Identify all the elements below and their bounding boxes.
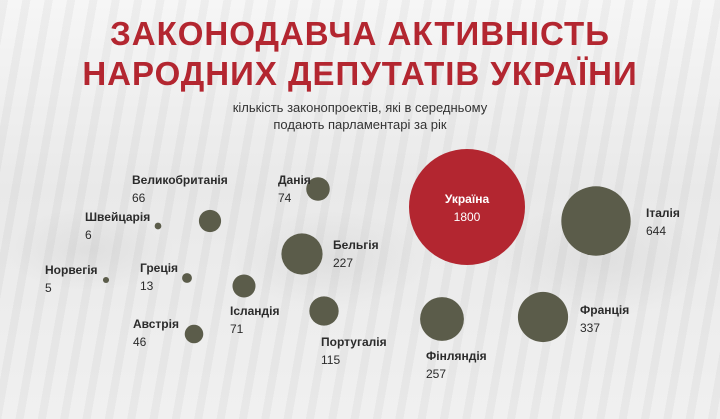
value-label: 46 (133, 335, 147, 349)
bubble-mark (102, 276, 110, 284)
page-title-line2: НАРОДНИХ ДЕПУТАТІВ УКРАЇНИ (82, 55, 638, 92)
bubble-group: Португалія 115 (309, 296, 387, 367)
bubble-mark (561, 186, 631, 256)
bubble-group: Італія 644 (561, 186, 680, 256)
country-label: Ісландія (230, 304, 280, 318)
page-title-line1: ЗАКОНОДАВЧА АКТИВНІСТЬ (110, 15, 610, 52)
value-label: 1800 (454, 210, 481, 224)
bubble-group: Фінляндія 257 (420, 297, 487, 381)
chart-subtitle: кількість законопроектів, які в середньо… (0, 99, 720, 133)
bubble-group: Ісландія 71 (230, 274, 280, 336)
value-label: 6 (85, 228, 92, 242)
bubble-mark (281, 233, 323, 275)
country-label: Португалія (321, 335, 387, 349)
bubble-mark (306, 177, 330, 201)
bubble-group: Австрія 46 (133, 317, 204, 349)
bubble-group: Норвегія 5 (45, 263, 110, 295)
country-label: Італія (646, 206, 680, 220)
bubble-mark (232, 274, 256, 298)
value-label: 66 (132, 191, 146, 205)
value-label: 337 (580, 321, 600, 335)
value-label: 5 (45, 281, 52, 295)
subtitle-line1: кількість законопроектів, які в середньо… (232, 100, 488, 115)
value-label: 115 (321, 353, 340, 367)
bubble-group: Данія 74 (278, 173, 330, 205)
country-label: Фінляндія (426, 349, 487, 363)
country-label: Греція (140, 261, 178, 275)
bubble-group: Швейцарія 6 (85, 210, 162, 242)
country-label: Австрія (133, 317, 179, 331)
bubble-mark (154, 222, 162, 230)
country-label: Франція (580, 303, 629, 317)
country-label: Норвегія (45, 263, 98, 277)
country-label: Данія (278, 173, 311, 187)
bubble-group: Україна 1800 (409, 149, 525, 265)
bubble-mark (182, 273, 192, 283)
value-label: 644 (646, 224, 666, 238)
value-label: 227 (333, 256, 353, 270)
bubble-group: Франція 337 (517, 291, 629, 343)
bubble-mark (409, 149, 525, 265)
bubble-group: Великобританія 66 (132, 173, 228, 233)
value-label: 71 (230, 322, 244, 336)
value-label: 13 (140, 279, 154, 293)
country-label: Бельгія (333, 238, 379, 252)
subtitle-line2: подають парламентарі за рік (273, 117, 447, 132)
value-label: 257 (426, 367, 446, 381)
bubble-mark (420, 297, 464, 341)
country-label: Великобританія (132, 173, 228, 187)
country-label: Швейцарія (85, 210, 150, 224)
bubble-group: Греція 13 (140, 261, 192, 293)
bubble-mark (198, 209, 222, 233)
bubble-mark (184, 324, 204, 344)
country-label: Україна (445, 192, 490, 206)
value-label: 74 (278, 191, 292, 205)
bubble-mark (517, 291, 569, 343)
bubble-mark (309, 296, 339, 326)
bubble-group: Бельгія 227 (281, 233, 379, 275)
